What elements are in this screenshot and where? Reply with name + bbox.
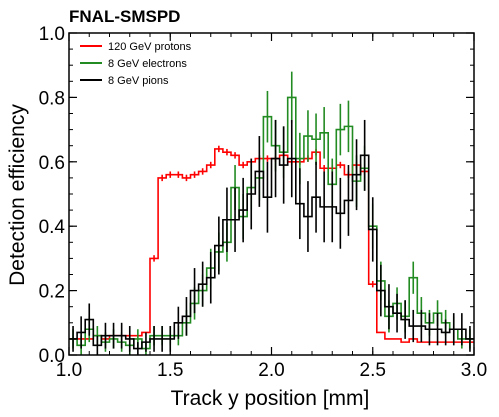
x-tick-label: 1.5 — [157, 360, 183, 381]
ticks-layer: 1.0 1.5 2.0 2.5 3.0 0.0 0.2 0.4 0.6 0.8 1.0 — [39, 24, 488, 381]
legend: 120 GeV protons 8 GeV electrons 8 GeV pion… — [80, 41, 192, 87]
series-2-line — [69, 154, 474, 350]
legend-entry: 120 GeV protons — [108, 41, 192, 53]
y-tick-label: 0.8 — [39, 88, 65, 109]
series-layer — [69, 71, 474, 355]
y-tick-label: 1.0 — [39, 24, 65, 45]
y-tick-label: 0.6 — [39, 153, 65, 174]
legend-entry: 8 GeV pions — [108, 75, 169, 87]
y-axis-label: Detection efficiency — [6, 104, 29, 286]
chart-title: FNAL-SMSPD — [69, 7, 180, 26]
x-tick-label: 2.5 — [360, 360, 386, 381]
y-tick-label: 0.2 — [39, 282, 65, 303]
legend-entry: 8 GeV electrons — [108, 58, 187, 70]
x-axis-label: Track y position [mm] — [171, 387, 370, 410]
series-2 — [69, 119, 474, 355]
y-tick-label: 0.0 — [39, 346, 65, 367]
y-tick-label: 0.4 — [39, 217, 66, 238]
x-tick-label: 1.0 — [56, 360, 82, 381]
x-tick-label: 2.0 — [258, 360, 284, 381]
x-tick-label: 3.0 — [461, 360, 487, 381]
